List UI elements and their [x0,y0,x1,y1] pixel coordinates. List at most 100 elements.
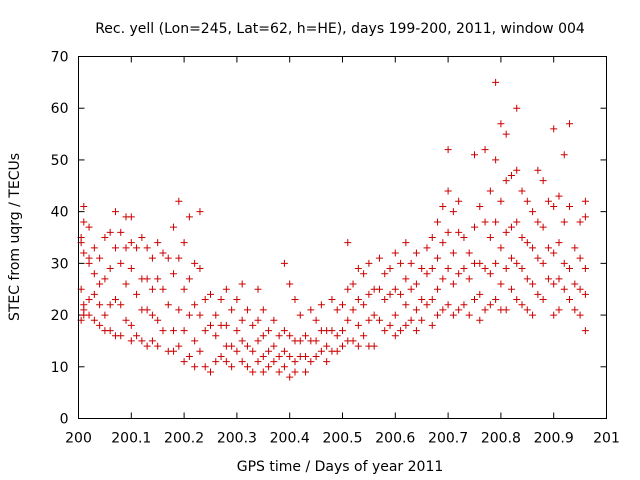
data-point-plus [259,306,267,314]
data-point-plus [571,306,579,314]
x-tick-label: 200.9 [534,431,574,447]
data-point-plus [497,197,505,205]
data-point-plus [328,327,336,335]
data-point-plus [407,285,415,293]
data-point-plus [412,306,420,314]
data-point-plus [539,259,547,267]
data-point-plus [101,311,109,319]
data-point-plus [96,254,104,262]
data-point-plus [212,311,220,319]
y-tick-label: 40 [51,205,69,221]
data-point-plus [492,156,500,164]
data-point-plus [465,311,473,319]
data-point-plus [365,259,373,267]
data-point-plus [143,342,151,350]
data-point-plus [117,332,125,340]
data-point-plus [550,249,558,257]
x-tick-label: 200.1 [111,431,151,447]
data-point-plus [534,218,542,226]
data-point-plus [106,265,114,273]
data-point-plus [444,265,452,273]
data-point-plus [243,306,251,314]
data-point-plus [407,316,415,324]
data-point-plus [507,254,515,262]
data-point-plus [539,296,547,304]
data-point-plus [560,259,568,267]
data-point-plus [439,306,447,314]
data-point-plus [265,347,273,355]
data-point-plus [576,254,584,262]
data-point-plus [481,265,489,273]
data-point-plus [196,347,204,355]
data-point-plus [286,373,294,381]
data-point-plus [397,290,405,298]
data-point-plus [476,202,484,210]
data-point-plus [513,104,521,112]
data-point-plus [507,171,515,179]
data-point-plus [386,265,394,273]
data-point-plus [381,327,389,335]
data-point-plus [513,296,521,304]
data-point-plus [581,290,589,298]
data-point-plus [576,311,584,319]
data-point-plus [502,130,510,138]
plot-frame [78,56,607,419]
data-point-plus [259,352,267,360]
data-point-plus [191,259,199,267]
chart-title: Rec. yell (Lon=245, Lat=62, h=HE), days … [95,21,585,37]
data-point-plus [544,197,552,205]
data-point-plus [254,358,262,366]
data-point-plus [492,296,500,304]
data-point-plus [397,259,405,267]
data-point-plus [286,352,294,360]
data-point-plus [412,280,420,288]
data-point-plus [518,187,526,195]
data-point-plus [344,239,352,247]
data-point-plus [80,202,88,210]
y-tick-label: 30 [51,256,69,272]
x-tick-label: 200 [65,431,92,447]
data-point-plus [339,342,346,350]
data-point-plus [296,337,304,345]
data-point-plus [333,306,341,314]
data-point-plus [523,239,531,247]
x-tick-label: 200.3 [217,431,257,447]
data-point-plus [111,208,119,216]
data-point-plus [191,363,199,371]
data-point-plus [180,327,188,335]
data-point-plus [513,259,521,267]
y-tick-label: 10 [51,360,69,376]
data-point-plus [418,265,426,273]
data-point-plus [328,296,336,304]
data-point-plus [449,249,457,257]
data-point-plus [344,316,352,324]
data-point-plus [307,306,315,314]
data-point-plus [344,285,352,293]
data-point-plus [191,337,199,345]
data-point-plus [138,234,146,241]
y-tick-label: 0 [60,412,69,428]
data-point-plus [354,321,362,329]
data-point-plus [111,296,119,304]
x-tick-label: 200.5 [322,431,362,447]
data-point-plus [127,213,135,221]
data-point-plus [212,358,220,366]
data-point-plus [566,265,574,273]
data-point-plus [291,296,299,304]
data-point-plus [407,259,415,267]
data-point-plus [196,311,204,319]
data-point-plus [148,337,156,345]
data-point-plus [555,275,563,283]
data-point-plus [381,270,389,278]
data-point-plus [523,275,531,283]
data-point-plus [481,218,489,226]
data-point-plus [185,213,193,221]
data-point-plus [397,327,405,335]
data-point-plus [238,280,246,288]
data-point-plus [560,151,568,159]
data-point-plus [201,363,209,371]
data-point-plus [402,301,410,309]
data-point-plus [312,316,320,324]
data-point-plus [117,228,125,236]
data-point-plus [550,125,558,133]
